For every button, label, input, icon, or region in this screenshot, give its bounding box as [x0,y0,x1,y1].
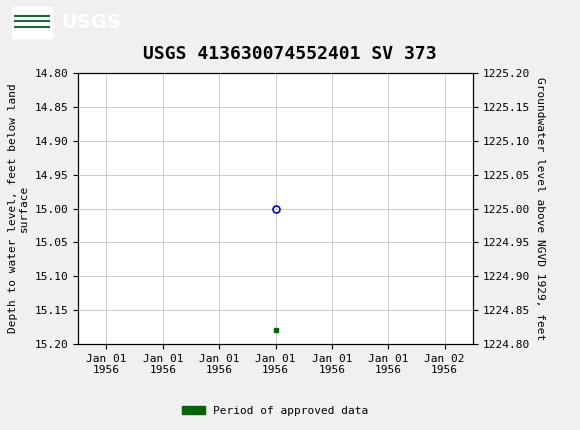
Y-axis label: Depth to water level, feet below land
surface: Depth to water level, feet below land su… [8,84,29,333]
Legend: Period of approved data: Period of approved data [178,401,373,420]
Y-axis label: Groundwater level above NGVD 1929, feet: Groundwater level above NGVD 1929, feet [535,77,545,340]
FancyBboxPatch shape [12,7,52,38]
Text: USGS: USGS [61,13,121,32]
Text: USGS 413630074552401 SV 373: USGS 413630074552401 SV 373 [143,45,437,63]
